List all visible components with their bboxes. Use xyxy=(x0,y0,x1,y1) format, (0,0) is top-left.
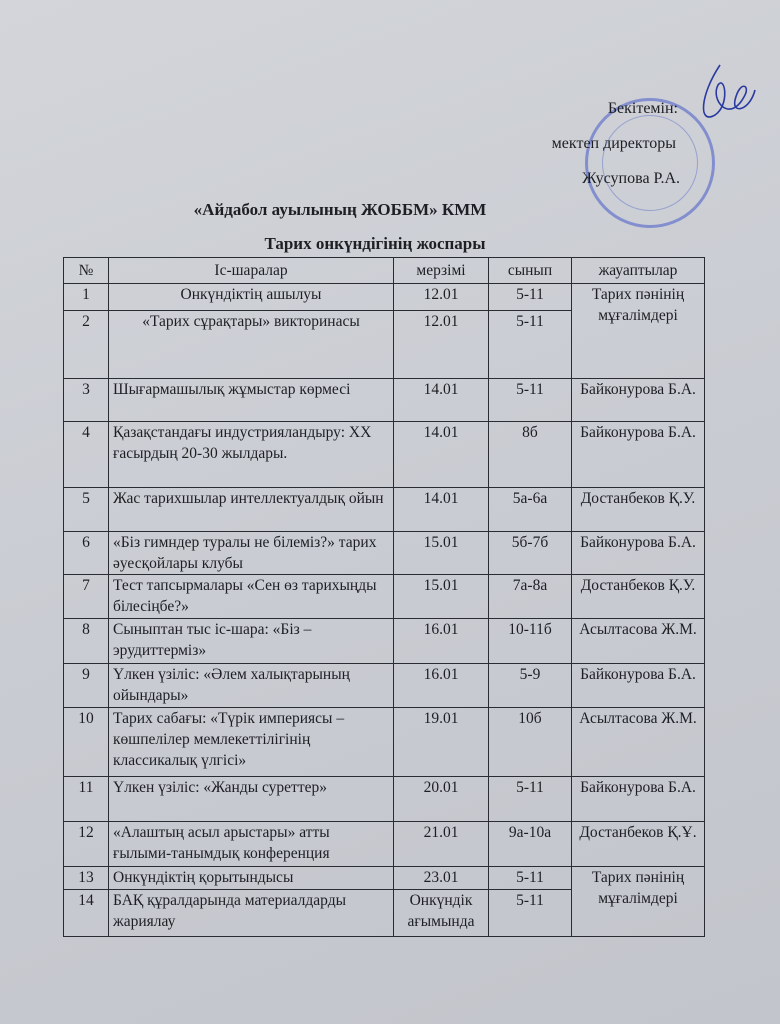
row-number: 4 xyxy=(63,421,109,488)
table-row: 6 «Біз гимндер туралы не білеміз?» тарих … xyxy=(63,531,705,575)
date-cell: 23.01 xyxy=(393,866,489,890)
date-cell: 19.01 xyxy=(393,707,489,777)
date-cell: Онкүндік ағымында xyxy=(393,889,489,937)
responsible-cell: Байконурова Б.А. xyxy=(571,378,705,422)
activity-cell: Үлкен үзіліс: «Жанды суреттер» xyxy=(108,776,394,822)
header-number: № xyxy=(63,257,109,284)
activity-cell: «Тарих сұрақтары» викторинасы xyxy=(108,310,394,379)
date-cell: 12.01 xyxy=(393,283,489,311)
row-number: 11 xyxy=(63,776,109,822)
activity-cell: БАҚ құралдарында материалдарды жариялау xyxy=(108,889,394,937)
class-cell: 5-11 xyxy=(488,378,572,422)
signature xyxy=(702,64,756,118)
header-date: мерзімі xyxy=(393,257,489,284)
table-row: 3 Шығармашылық жұмыстар көрмесі 14.01 5-11 Б… xyxy=(63,378,705,422)
official-stamp xyxy=(585,98,715,228)
table-row: 12 «Алаштың асыл арыстары» атты ғылыми-та… xyxy=(63,821,705,867)
activity-cell: Үлкен үзіліс: «Әлем халықтарының ойындар… xyxy=(108,663,394,708)
row-number: 12 xyxy=(63,821,109,867)
date-cell: 16.01 xyxy=(393,618,489,664)
approval-position: мектеп директоры xyxy=(551,135,676,152)
class-cell: 5-11 xyxy=(488,283,572,311)
approval-label: Бекітемін: xyxy=(607,100,678,117)
class-cell: 5-11 xyxy=(488,866,572,890)
responsible-cell: Асылтасова Ж.М. xyxy=(571,618,705,664)
class-cell: 5б-7б xyxy=(488,531,572,575)
activity-cell: Онкүндіктің қорытындысы xyxy=(108,866,394,890)
responsible-cell: Асылтасова Ж.М. xyxy=(571,707,705,777)
table-row: 10 Тарих сабағы: «Түрік империясы – көшпе… xyxy=(63,707,705,777)
activity-cell: Шығармашылық жұмыстар көрмесі xyxy=(108,378,394,422)
approval-name: Жусупова Р.А. xyxy=(582,170,680,187)
table-row: 1 Онкүндіктің ашылуы 12.01 5-11 Тарих пәніні… xyxy=(63,283,705,379)
responsible-cell: Достанбеков Қ.У. xyxy=(571,574,705,619)
row-number: 10 xyxy=(63,707,109,777)
activity-cell: Тест тапсырмалары «Сен өз тарихыңды біле… xyxy=(108,574,394,619)
row-number: 6 xyxy=(63,531,109,575)
table-row: 4 Қазақстандағы индустрияландыру: ХХ ғасы… xyxy=(63,421,705,488)
class-cell: 5-9 xyxy=(488,663,572,708)
document-subtitle: Тарих онкүндігінің жоспары xyxy=(264,234,486,253)
date-cell: 12.01 xyxy=(393,310,489,379)
table-row: 7 Тест тапсырмалары «Сен өз тарихыңды біл… xyxy=(63,574,705,619)
row-number: 7 xyxy=(63,574,109,619)
date-cell: 14.01 xyxy=(393,421,489,488)
class-cell: 5-11 xyxy=(488,889,572,937)
row-number: 13 xyxy=(63,866,109,890)
table-header-row: № Іс-шаралар мерзімі сынып жауаптылар xyxy=(63,257,705,284)
row-number: 14 xyxy=(63,889,109,937)
activity-cell: Онкүндіктің ашылуы xyxy=(108,283,394,311)
responsible-cell: Тарих пәнінің мұғалімдері xyxy=(571,283,705,379)
class-cell: 9а-10а xyxy=(488,821,572,867)
class-cell: 10б xyxy=(488,707,572,777)
date-cell: 14.01 xyxy=(393,378,489,422)
class-cell: 5-11 xyxy=(488,310,572,379)
date-cell: 15.01 xyxy=(393,531,489,575)
date-cell: 14.01 xyxy=(393,487,489,532)
activity-cell: Сыныптан тыс іс-шара: «Біз – эрудиттермі… xyxy=(108,618,394,664)
responsible-cell: Байконурова Б.А. xyxy=(571,421,705,488)
class-cell: 10-11б xyxy=(488,618,572,664)
row-number: 3 xyxy=(63,378,109,422)
responsible-cell: Достанбеков Қ.У. xyxy=(571,487,705,532)
responsible-cell: Достанбеков Қ.Ұ. xyxy=(571,821,705,867)
activity-cell: «Біз гимндер туралы не білеміз?» тарих ә… xyxy=(108,531,394,575)
activity-cell: «Алаштың асыл арыстары» атты ғылыми-таны… xyxy=(108,821,394,867)
table-row: 11 Үлкен үзіліс: «Жанды суреттер» 20.01 5-1… xyxy=(63,776,705,822)
table-row: 5 Жас тарихшылар интеллектуалдық ойын 14.0… xyxy=(63,487,705,532)
table-row: 9 Үлкен үзіліс: «Әлем халықтарының ойында… xyxy=(63,663,705,708)
date-cell: 20.01 xyxy=(393,776,489,822)
header-responsible: жауаптылар xyxy=(571,257,705,284)
row-number: 8 xyxy=(63,618,109,664)
class-cell: 7а-8а xyxy=(488,574,572,619)
activity-cell: Қазақстандағы индустрияландыру: ХХ ғасыр… xyxy=(108,421,394,488)
document-title: «Айдабол ауылының ЖОББМ» КММ xyxy=(193,200,487,219)
activity-cell: Жас тарихшылар интеллектуалдық ойын xyxy=(108,487,394,532)
row-number: 1 xyxy=(63,283,109,311)
row-number: 2 xyxy=(63,310,109,379)
activity-cell: Тарих сабағы: «Түрік империясы – көшпелі… xyxy=(108,707,394,777)
responsible-cell: Байконурова Б.А. xyxy=(571,531,705,575)
responsible-cell: Тарих пәнінің мұғалімдері xyxy=(571,866,705,937)
header-activity: Іс-шаралар xyxy=(108,257,394,284)
table-row: 14 БАҚ құралдарында материалдарды жарияла… xyxy=(63,889,705,937)
header-class: сынып xyxy=(488,257,572,284)
responsible-cell: Байконурова Б.А. xyxy=(571,776,705,822)
date-cell: 16.01 xyxy=(393,663,489,708)
table-row: 13 Онкүндіктің қорытындысы 23.01 5-11 Тарих … xyxy=(63,866,705,937)
date-cell: 21.01 xyxy=(393,821,489,867)
class-cell: 5а-6а xyxy=(488,487,572,532)
date-cell: 15.01 xyxy=(393,574,489,619)
class-cell: 5-11 xyxy=(488,776,572,822)
responsible-cell: Байконурова Б.А. xyxy=(571,663,705,708)
row-number: 9 xyxy=(63,663,109,708)
table-row: 8 Сыныптан тыс іс-шара: «Біз – эрудиттерм… xyxy=(63,618,705,664)
class-cell: 8б xyxy=(488,421,572,488)
table-row: 2 «Тарих сұрақтары» викторинасы 12.01 5-11 xyxy=(63,310,705,379)
row-number: 5 xyxy=(63,487,109,532)
